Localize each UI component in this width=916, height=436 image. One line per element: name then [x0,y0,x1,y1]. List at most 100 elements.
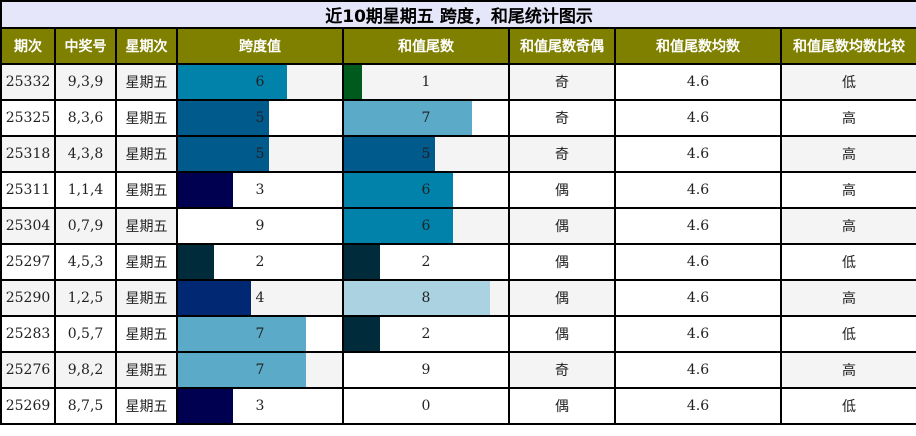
span-cell-bar [178,389,233,423]
avg-cell: 4.6 [614,171,782,209]
sum-tail-cell: 6 [342,171,510,209]
numbers-cell: 0,5,7 [54,315,117,353]
sum-tail-cell-bar [344,101,472,135]
span-cell-value: 5 [255,110,265,126]
sum-tail-cell: 6 [342,207,510,245]
span-cell-value: 3 [255,398,265,414]
issue-cell: 25290 [0,279,56,317]
weekday-cell: 星期五 [115,387,178,425]
sum-tail-cell-value: 7 [421,110,431,126]
sum-tail-cell-value: 1 [421,74,431,90]
span-cell-bar [178,137,270,171]
span-cell-bar [178,173,233,207]
avg-cell: 4.6 [614,63,782,101]
parity-cell: 偶 [508,387,616,425]
span-cell-bar [178,317,306,351]
sum-tail-cell-value: 9 [421,362,431,378]
issue-cell: 25318 [0,135,56,173]
weekday-cell: 星期五 [115,135,178,173]
sum-tail-cell-bar [344,65,363,99]
parity-cell: 偶 [508,279,616,317]
parity-cell: 奇 [508,99,616,137]
numbers-cell: 1,1,4 [54,171,117,209]
sum-tail-cell-bar [344,173,454,207]
weekday-cell: 星期五 [115,279,178,317]
compare-cell: 高 [779,351,916,389]
stats-table: 近10期星期五 跨度，和尾统计图示 期次 中奖号 星期次 跨度值 和值尾数 和值… [0,0,916,425]
numbers-cell: 4,3,8 [54,135,117,173]
span-cell-bar [178,245,215,279]
weekday-cell: 星期五 [115,315,178,353]
issue-cell: 25269 [0,387,56,425]
avg-cell: 4.6 [614,207,782,245]
weekday-cell: 星期五 [115,171,178,209]
span-cell-bar [178,281,251,315]
sum-tail-cell-bar [344,281,490,315]
header-issue: 期次 [0,27,56,65]
span-cell-value: 9 [255,218,265,234]
sum-tail-cell: 1 [342,63,510,101]
span-cell-value: 3 [255,182,265,198]
span-cell-value: 7 [255,326,265,342]
sum-tail-cell: 5 [342,135,510,173]
sum-tail-cell-value: 2 [421,254,431,270]
table-body: 25332 9,3,9 星期五 6 1 奇 4.6 低 25325 8,3,6 星期五 5 7 奇 4.6 高… [0,63,916,425]
table-row: 25297 4,5,3 星期五 2 2 偶 4.6 低 [0,243,916,281]
table-row: 25304 0,7,9 星期五 9 6 偶 4.6 高 [0,207,916,245]
numbers-cell: 0,7,9 [54,207,117,245]
header-avg: 和值尾数均数 [614,27,782,65]
weekday-cell: 星期五 [115,63,178,101]
sum-tail-cell: 2 [342,243,510,281]
parity-cell: 奇 [508,63,616,101]
issue-cell: 25325 [0,99,56,137]
span-cell: 6 [176,63,344,101]
issue-cell: 25276 [0,351,56,389]
weekday-cell: 星期五 [115,207,178,245]
sum-tail-cell: 2 [342,315,510,353]
span-cell-bar [178,209,342,243]
header-weekday: 星期次 [115,27,178,65]
avg-cell: 4.6 [614,387,782,425]
parity-cell: 偶 [508,243,616,281]
table-row: 25283 0,5,7 星期五 7 2 偶 4.6 低 [0,315,916,353]
span-cell: 2 [176,243,344,281]
sum-tail-cell-bar [344,317,381,351]
span-cell: 3 [176,387,344,425]
numbers-cell: 4,5,3 [54,243,117,281]
avg-cell: 4.6 [614,243,782,281]
header-sum-tail: 和值尾数 [342,27,510,65]
table-row: 25276 9,8,2 星期五 7 9 奇 4.6 高 [0,351,916,389]
avg-cell: 4.6 [614,351,782,389]
issue-cell: 25311 [0,171,56,209]
sum-tail-cell-bar [344,245,381,279]
header-row: 期次 中奖号 星期次 跨度值 和值尾数 和值尾数奇偶 和值尾数均数 和值尾数均数… [0,27,916,65]
sum-tail-cell-bar [344,137,436,171]
span-cell-value: 6 [255,74,265,90]
table-row: 25318 4,3,8 星期五 5 5 奇 4.6 高 [0,135,916,173]
compare-cell: 低 [779,315,916,353]
span-cell: 3 [176,171,344,209]
sum-tail-cell: 0 [342,387,510,425]
avg-cell: 4.6 [614,135,782,173]
table-title: 近10期星期五 跨度，和尾统计图示 [0,0,916,29]
parity-cell: 偶 [508,207,616,245]
avg-cell: 4.6 [614,99,782,137]
parity-cell: 偶 [508,171,616,209]
compare-cell: 高 [779,99,916,137]
table-row: 25290 1,2,5 星期五 4 8 偶 4.6 高 [0,279,916,317]
weekday-cell: 星期五 [115,351,178,389]
issue-cell: 25332 [0,63,56,101]
issue-cell: 25283 [0,315,56,353]
parity-cell: 偶 [508,315,616,353]
compare-cell: 高 [779,207,916,245]
table-row: 25311 1,1,4 星期五 3 6 偶 4.6 高 [0,171,916,209]
span-cell: 4 [176,279,344,317]
numbers-cell: 8,7,5 [54,387,117,425]
compare-cell: 低 [779,243,916,281]
sum-tail-cell: 9 [342,351,510,389]
span-cell-value: 5 [255,146,265,162]
span-cell: 5 [176,135,344,173]
weekday-cell: 星期五 [115,99,178,137]
compare-cell: 低 [779,63,916,101]
span-cell-bar [178,65,288,99]
